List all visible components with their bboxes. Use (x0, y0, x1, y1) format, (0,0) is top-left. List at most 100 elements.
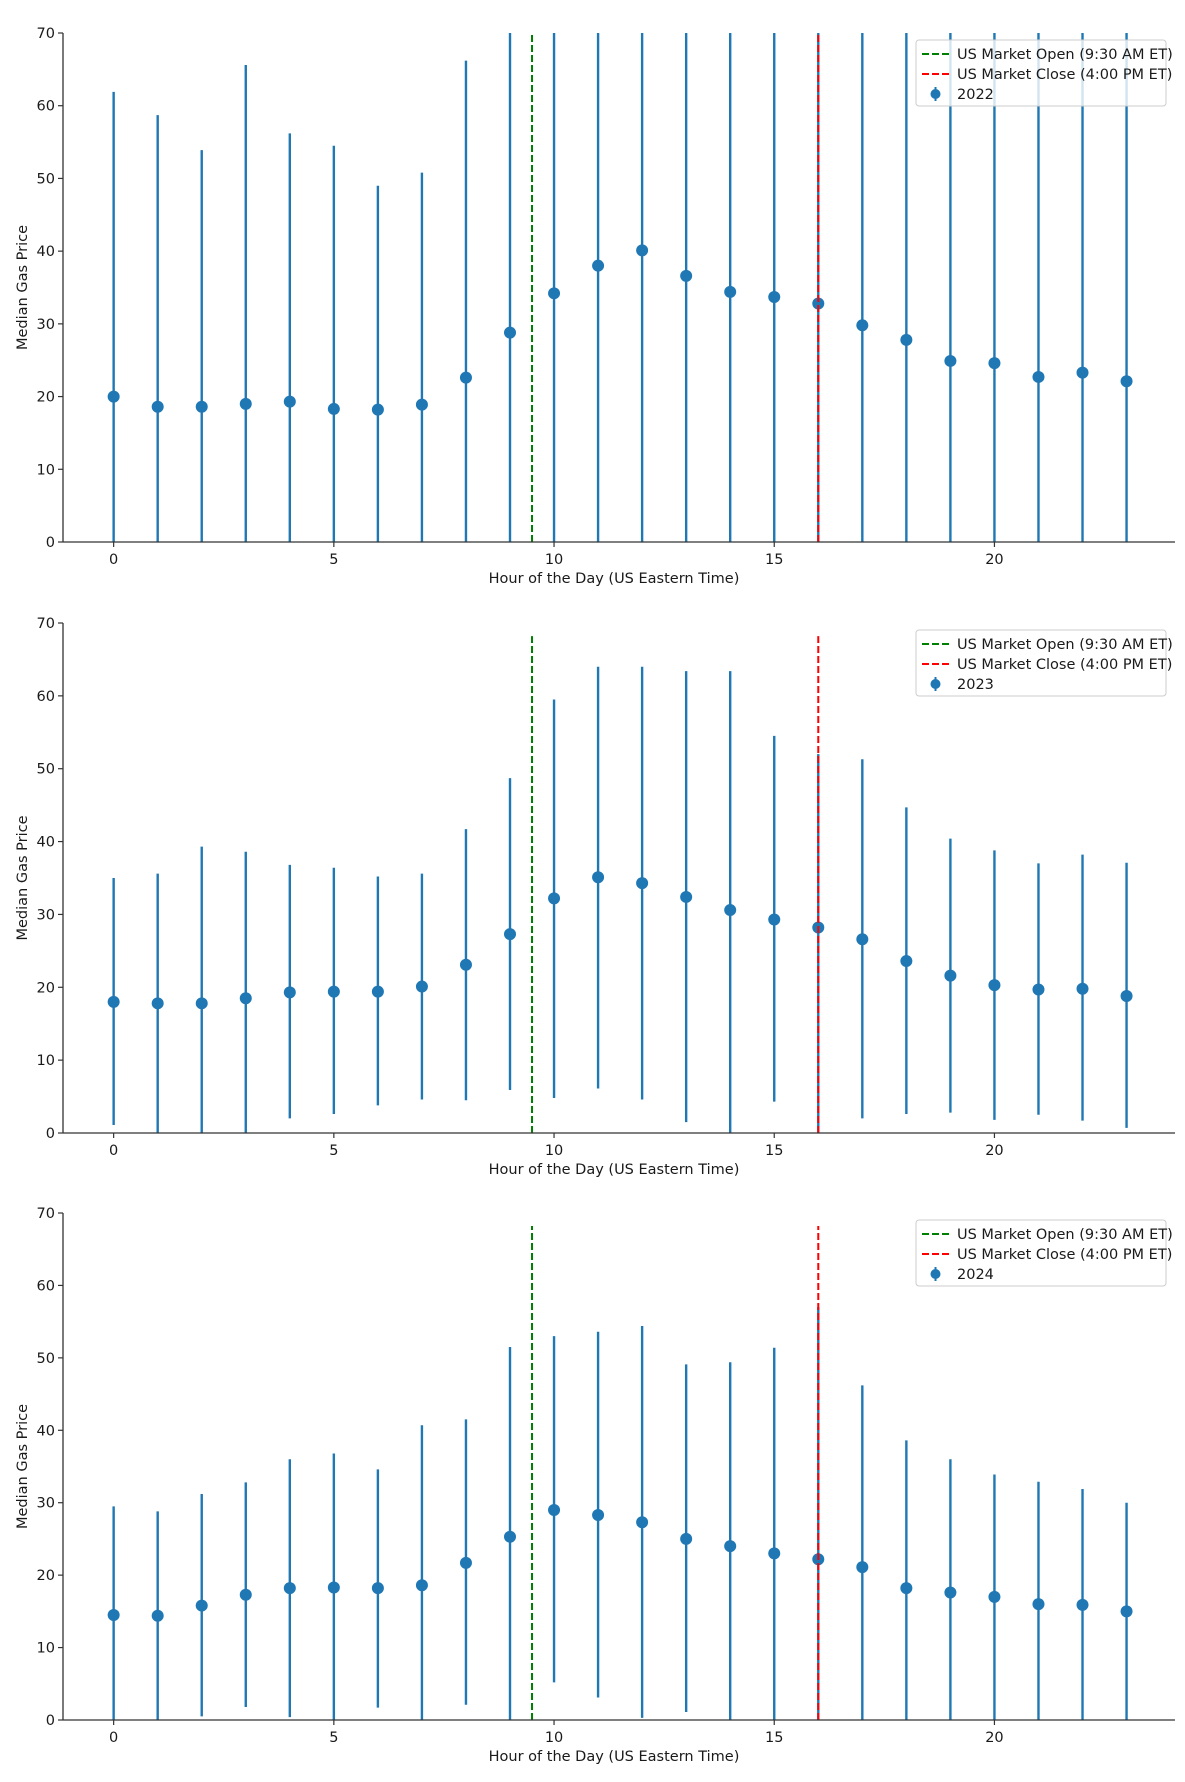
data-point (1120, 1605, 1133, 1618)
legend-label-close: US Market Close (4:00 PM ET) (957, 67, 1172, 83)
y-tick-label: 60 (37, 689, 55, 705)
legend-box (915, 629, 1167, 697)
data-point (283, 1582, 296, 1595)
data-point (1032, 370, 1045, 383)
y-tick-label: 50 (37, 1351, 55, 1367)
y-tick-label: 40 (37, 244, 55, 260)
y-tick-label: 70 (37, 26, 55, 42)
y-tick-label: 60 (37, 1278, 55, 1294)
data-point (944, 1586, 957, 1599)
data-point (151, 997, 164, 1010)
data-point (856, 933, 869, 946)
data-point (151, 1609, 164, 1622)
data-point (239, 397, 252, 410)
legend-box (915, 1219, 1167, 1287)
y-tick-label: 0 (46, 535, 55, 551)
data-point (592, 259, 605, 272)
legend-label-series: 2024 (957, 1267, 994, 1283)
data-point (548, 892, 561, 905)
legend: US Market Open (9:30 AM ET) US Market Clo… (915, 1219, 1173, 1287)
data-point (548, 287, 561, 300)
data-point (944, 969, 957, 982)
data-point (415, 1579, 428, 1592)
x-tick-label: 5 (329, 1730, 338, 1746)
data-point (1120, 990, 1133, 1003)
legend-label-open: US Market Open (9:30 AM ET) (957, 637, 1173, 653)
y-tick-label: 30 (37, 317, 55, 333)
y-tick-label: 20 (37, 1568, 55, 1584)
chart-panel-2022: 0 10 20 30 40 50 60 70 0 5 10 15 20 Hour of the Day (… (15, 26, 1175, 587)
data-point (327, 985, 340, 998)
data-point (239, 1588, 252, 1601)
y-tick-label: 50 (37, 171, 55, 187)
y-axis-label: Median Gas Price (15, 1404, 31, 1529)
y-tick-label: 10 (37, 1053, 55, 1069)
y-tick-label: 40 (37, 1423, 55, 1439)
data-point (592, 1509, 605, 1522)
legend-label-open: US Market Open (9:30 AM ET) (957, 1227, 1173, 1243)
x-tick-label: 15 (765, 1730, 783, 1746)
x-axis-label: Hour of the Day (US Eastern Time) (489, 1749, 740, 1765)
data-point (1076, 1598, 1089, 1611)
x-tick-label: 10 (545, 1143, 563, 1159)
y-axis-label: Median Gas Price (15, 225, 31, 350)
data-point (107, 390, 120, 403)
data-point (900, 333, 913, 346)
data-point (856, 1561, 869, 1574)
y-tick-label: 70 (37, 1206, 55, 1222)
y-tick-label: 20 (37, 390, 55, 406)
legend-marker-swatch (930, 679, 941, 689)
legend: US Market Open (9:30 AM ET) US Market Clo… (915, 629, 1173, 697)
x-tick-label: 5 (329, 1143, 338, 1159)
y-tick-label: 50 (37, 762, 55, 778)
data-point (944, 354, 957, 367)
x-tick-label: 0 (109, 1730, 118, 1746)
x-tick-label: 0 (109, 1143, 118, 1159)
series-2024 (107, 1307, 1133, 1720)
data-point (1032, 983, 1045, 996)
data-point (459, 958, 472, 971)
x-tick-label: 20 (985, 552, 1003, 568)
data-point (327, 1581, 340, 1594)
x-axis-label: Hour of the Day (US Eastern Time) (489, 1162, 740, 1178)
data-point (636, 1516, 649, 1529)
data-point (900, 1582, 913, 1595)
data-point (415, 980, 428, 993)
data-point (900, 955, 913, 968)
data-point (459, 371, 472, 384)
legend-box (915, 39, 1167, 107)
data-point (680, 890, 693, 903)
x-tick-label: 10 (545, 1730, 563, 1746)
data-point (1076, 366, 1089, 379)
chart-panel-2024: 0 10 20 30 40 50 60 70 0 5 10 15 20 Hour of the Day (… (15, 1206, 1175, 1765)
data-point (107, 1608, 120, 1621)
x-tick-label: 0 (109, 552, 118, 568)
data-point (195, 400, 208, 413)
data-point (548, 1503, 561, 1516)
data-point (327, 402, 340, 415)
legend-label-series: 2022 (957, 87, 994, 103)
data-point (768, 290, 781, 303)
series-2022 (107, 33, 1133, 542)
data-point (415, 398, 428, 411)
y-tick-label: 60 (37, 99, 55, 115)
data-point (636, 877, 649, 890)
y-tick-label: 30 (37, 1496, 55, 1512)
data-point (724, 904, 737, 917)
data-point (768, 913, 781, 926)
legend-label-close: US Market Close (4:00 PM ET) (957, 657, 1172, 673)
y-tick-label: 30 (37, 907, 55, 923)
data-point (680, 269, 693, 282)
data-point (680, 1532, 693, 1545)
legend-marker-swatch (930, 1269, 941, 1279)
data-point (151, 400, 164, 413)
data-point (988, 357, 1001, 370)
data-point (768, 1547, 781, 1560)
x-tick-label: 20 (985, 1730, 1003, 1746)
x-tick-label: 20 (985, 1143, 1003, 1159)
data-point (459, 1556, 472, 1569)
y-tick-label: 40 (37, 835, 55, 851)
data-point (812, 297, 825, 310)
x-tick-label: 15 (765, 1143, 783, 1159)
